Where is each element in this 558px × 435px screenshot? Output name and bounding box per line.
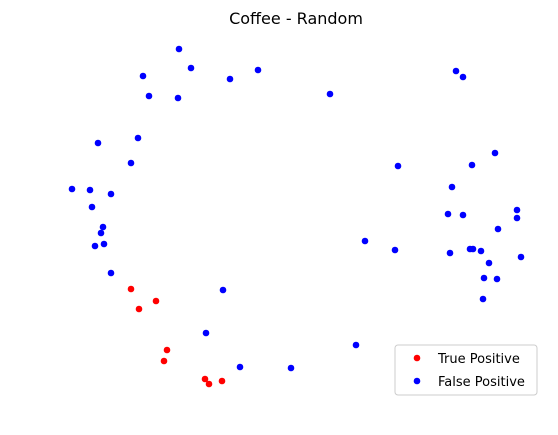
point-false-positive-41 [477, 247, 485, 255]
point-false-positive-7 [326, 90, 334, 98]
point-false-positive-46 [479, 295, 487, 303]
point-false-positive-39 [469, 245, 477, 253]
point-true-positive-1 [152, 297, 160, 305]
legend-marker-true-positive [413, 354, 421, 362]
point-false-positive-4 [226, 75, 234, 83]
point-false-positive-33 [444, 210, 452, 218]
points-layer [68, 45, 525, 388]
legend-label-true-positive: True Positive [437, 352, 520, 367]
point-false-positive-37 [494, 225, 502, 233]
point-true-positive-0 [127, 285, 135, 293]
point-false-positive-20 [91, 242, 99, 250]
point-false-positive-12 [127, 159, 135, 167]
point-false-positive-17 [99, 223, 107, 231]
point-true-positive-5 [201, 375, 209, 383]
point-false-positive-27 [361, 237, 369, 245]
point-false-positive-36 [513, 214, 521, 222]
point-true-positive-6 [205, 380, 213, 388]
point-false-positive-22 [219, 286, 227, 294]
point-false-positive-6 [174, 94, 182, 102]
point-false-positive-42 [485, 259, 493, 267]
point-false-positive-18 [97, 229, 105, 237]
point-false-positive-5 [145, 92, 153, 100]
point-false-positive-14 [86, 186, 94, 194]
point-false-positive-3 [254, 66, 262, 74]
legend: True Positive False Positive [394, 344, 538, 396]
point-false-positive-26 [352, 341, 360, 349]
point-false-positive-23 [202, 329, 210, 337]
point-false-positive-2 [139, 72, 147, 80]
point-false-positive-40 [446, 249, 454, 257]
legend-label-false-positive: False Positive [438, 375, 525, 390]
point-false-positive-35 [513, 206, 521, 214]
point-false-positive-29 [394, 162, 402, 170]
point-true-positive-3 [163, 346, 171, 354]
point-false-positive-45 [493, 275, 501, 283]
legend-marker-false-positive [413, 377, 421, 385]
point-false-positive-44 [480, 274, 488, 282]
point-false-positive-10 [134, 134, 142, 142]
point-false-positive-15 [107, 190, 115, 198]
point-true-positive-7 [218, 377, 226, 385]
point-false-positive-25 [287, 364, 295, 372]
point-false-positive-8 [452, 67, 460, 75]
point-false-positive-0 [175, 45, 183, 53]
point-true-positive-4 [160, 357, 168, 365]
point-true-positive-2 [135, 305, 143, 313]
point-false-positive-9 [459, 73, 467, 81]
point-false-positive-31 [468, 161, 476, 169]
point-false-positive-32 [448, 183, 456, 191]
point-false-positive-24 [236, 363, 244, 371]
legend-frame [394, 344, 538, 396]
point-false-positive-19 [100, 240, 108, 248]
point-false-positive-30 [491, 149, 499, 157]
point-false-positive-16 [88, 203, 96, 211]
chart-title: Coffee - Random [229, 9, 363, 28]
point-false-positive-13 [68, 185, 76, 193]
point-false-positive-11 [94, 139, 102, 147]
point-false-positive-43 [517, 253, 525, 261]
point-false-positive-1 [187, 64, 195, 72]
point-false-positive-28 [391, 246, 399, 254]
point-false-positive-21 [107, 269, 115, 277]
point-false-positive-34 [459, 211, 467, 219]
